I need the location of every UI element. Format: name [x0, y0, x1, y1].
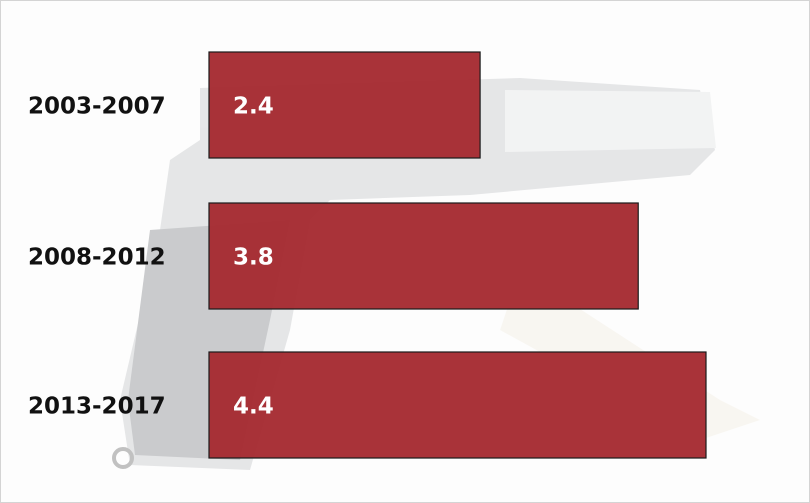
- value-label: 3.8: [233, 245, 274, 271]
- bars: 2.4 2003-2007 3.8 2008-2012 4.4 2013-2017: [28, 51, 707, 459]
- bar: [208, 351, 707, 459]
- category-label: 2008-2012: [28, 245, 166, 271]
- value-label: 2.4: [233, 94, 274, 120]
- category-label: 2003-2007: [28, 94, 166, 120]
- category-label: 2013-2017: [28, 394, 166, 420]
- bar: [208, 202, 639, 310]
- value-label: 4.4: [233, 394, 274, 420]
- bar: [208, 51, 481, 159]
